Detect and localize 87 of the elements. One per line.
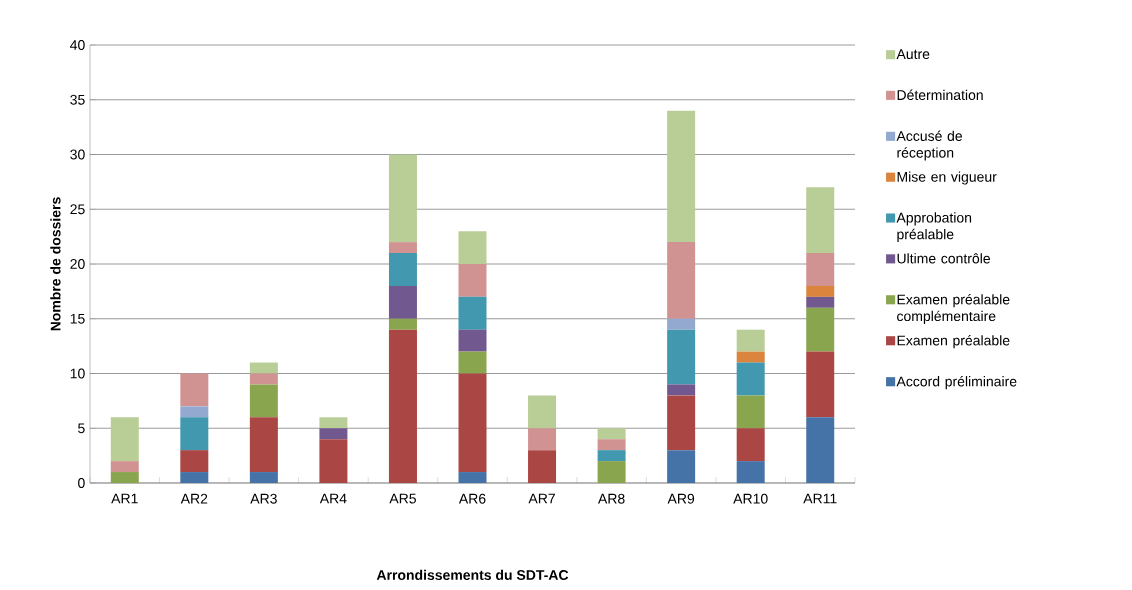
bar — [458, 373, 487, 473]
x-tick-label: AR2 — [180, 493, 208, 504]
bar — [110, 472, 139, 483]
bar — [736, 461, 765, 483]
bar — [110, 461, 139, 473]
legend-label: Ultime contrôle — [897, 253, 990, 264]
legend-label: Examen préalable complémentaire — [897, 294, 1010, 324]
bar — [528, 428, 557, 451]
bar — [736, 395, 765, 429]
legend-label: Approbation préalable — [896, 212, 972, 243]
bar — [110, 417, 139, 462]
bar — [388, 253, 417, 286]
bar — [597, 450, 626, 462]
y-tick-label: 40 — [70, 40, 85, 50]
bar — [249, 373, 278, 385]
bar — [180, 373, 209, 407]
bar — [736, 351, 765, 363]
y-tick-label: 15 — [70, 313, 85, 324]
bar — [667, 329, 696, 385]
bar — [249, 384, 278, 418]
bar — [806, 307, 835, 352]
bar — [319, 417, 348, 429]
bar — [180, 472, 209, 483]
bar — [736, 362, 765, 396]
bar — [736, 428, 765, 462]
bar — [597, 439, 626, 451]
y-tick-label: 10 — [70, 368, 85, 379]
x-tick-label: AR5 — [389, 493, 416, 504]
bar — [667, 395, 696, 451]
bar — [180, 450, 209, 473]
bar — [319, 439, 348, 483]
bar — [458, 329, 487, 352]
bar — [806, 285, 835, 297]
legend-label: Accusé de réception — [896, 130, 962, 161]
y-tick-label: 5 — [78, 423, 85, 434]
bar — [249, 472, 278, 483]
bar — [736, 329, 765, 352]
bar — [458, 296, 487, 330]
x-tick-label: AR6 — [458, 493, 486, 504]
x-tick-label: AR4 — [319, 493, 347, 504]
x-tick-label: AR10 — [733, 493, 768, 504]
bar — [388, 329, 417, 483]
legend-label: Détermination — [897, 89, 983, 101]
y-tick-label: 0 — [78, 478, 85, 488]
bar — [528, 395, 557, 429]
bar — [806, 417, 835, 483]
legend-label: Mise en vigueur — [897, 171, 997, 185]
y-tick-label: 35 — [70, 94, 85, 105]
bar — [597, 461, 626, 483]
bar — [667, 318, 696, 330]
bar — [388, 285, 417, 319]
x-tick-label: AR9 — [667, 493, 695, 504]
bar — [319, 428, 348, 440]
bar — [667, 384, 696, 396]
x-tick-label: AR3 — [250, 493, 277, 504]
x-axis-title: Arrondissements du SDT-AC — [376, 569, 569, 580]
x-tick-label: AR1 — [111, 493, 138, 504]
bar — [180, 417, 209, 451]
bar — [458, 351, 487, 374]
y-axis-title: Nombre de dossiers — [50, 197, 61, 331]
legend-label: Autre — [896, 49, 930, 60]
bar — [806, 253, 835, 286]
bar — [180, 406, 209, 418]
bar — [806, 296, 835, 308]
bar — [388, 154, 417, 243]
bar — [458, 264, 487, 297]
bar — [458, 231, 487, 264]
y-tick-label: 30 — [70, 149, 85, 160]
bar — [667, 450, 696, 483]
y-tick-label: 25 — [70, 204, 85, 215]
bar — [597, 428, 626, 440]
bar — [249, 362, 278, 374]
bar — [458, 472, 487, 483]
bar — [667, 110, 696, 243]
x-tick-label: AR8 — [598, 493, 625, 504]
bar — [388, 242, 417, 254]
x-tick-label: AR11 — [803, 493, 837, 504]
bar — [667, 242, 696, 319]
legend-label: Examen préalable — [897, 334, 1010, 349]
y-tick-label: 20 — [70, 259, 85, 269]
bar — [249, 417, 278, 473]
bar — [528, 450, 557, 483]
bar — [806, 187, 835, 254]
bar — [806, 351, 835, 418]
x-tick-label: AR7 — [528, 493, 555, 504]
legend-label: Accord préliminaire — [896, 375, 1017, 390]
bar — [388, 318, 417, 330]
